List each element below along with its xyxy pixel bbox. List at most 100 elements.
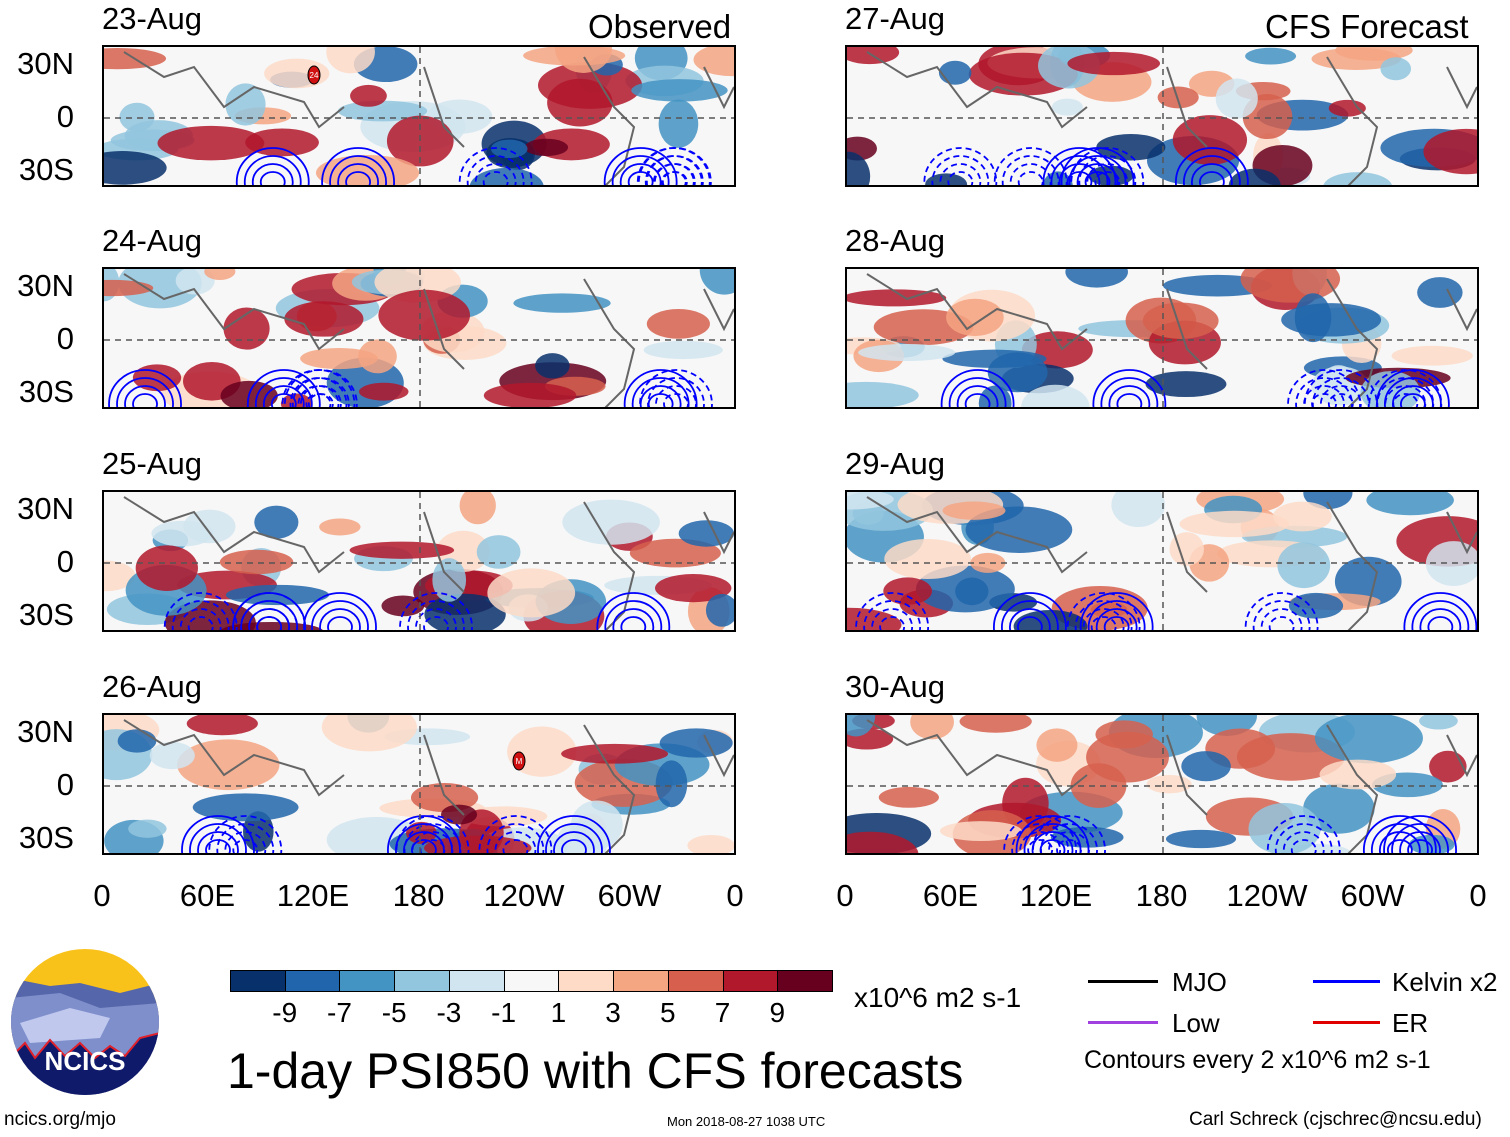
kelvin-contour [639,369,713,407]
kelvin-contour [939,163,982,185]
map-panel [845,713,1479,855]
kelvin-contour [1066,592,1141,630]
longitude-label: 120W [1226,878,1308,913]
colorbar-label: 1 [550,997,567,1028]
latitude-label: 30S [18,374,74,409]
psi-anomaly-blob [1273,501,1332,532]
kelvin-contour [232,592,306,630]
kelvin-contour [879,616,906,630]
kelvin-contour [645,155,704,185]
kelvin-contour [561,839,587,853]
kelvin-contour [855,592,930,630]
coastline [866,51,1477,185]
kelvin-contour [251,163,294,185]
latitude-label: 0 [56,99,74,134]
kelvin-contour [631,377,690,407]
psi-anomaly-blob [175,269,215,295]
kelvin-contour [197,831,239,853]
psi-anomaly-blob [1328,99,1366,117]
longitude-label: 60E [179,878,236,913]
kelvin-contour [636,147,711,185]
kelvin-contour [1282,831,1325,853]
kelvin-contour [653,163,696,185]
kelvin-contour [132,393,158,407]
psi-anomaly-blob [939,821,1022,841]
legend-low: Low [1172,1008,1220,1038]
kelvin-contour [289,377,348,407]
kelvin-contour [187,616,214,630]
psi-anomaly-blob [135,545,198,591]
kelvin-contour [423,616,449,630]
map-panel [845,490,1479,632]
psi-anomaly-blob [655,760,688,808]
psi-anomaly-blob [699,269,734,295]
kelvin-contour [1116,393,1143,407]
footer-url[interactable]: ncics.org/mjo [4,1109,116,1130]
kelvin-contour [232,839,259,853]
psi-anomaly-blob [847,381,919,407]
kelvin-contour [1400,393,1426,407]
panel-date: 30-Aug [845,669,945,704]
kelvin-contour [399,592,473,630]
kelvin-contour [216,823,275,853]
psi-anomaly-blob [883,577,932,605]
kelvin-contour [1086,163,1129,185]
psi-anomaly-blob [1070,763,1127,808]
kelvin-contour [956,385,999,407]
psi-anomaly-blob [386,115,454,167]
kelvin-contour [1108,385,1151,407]
kelvin-contour [1009,608,1051,630]
logo-text: NCICS [45,1046,126,1076]
psi-anomaly-blob [284,301,364,337]
kelvin-contour [254,377,313,407]
kelvin-contour [283,369,358,407]
psi-anomaly-blob [858,343,956,362]
psi-anomaly-blob [1366,492,1454,516]
psi-anomaly-blob [1096,133,1166,161]
kelvin-contour [652,163,695,185]
kelvin-contour [1266,815,1341,853]
kelvin-contour [403,823,462,853]
kelvin-contour [1060,147,1135,185]
kelvin-contour [415,608,457,630]
kelvin-contour [411,831,454,853]
kelvin-contour [663,393,689,407]
psi-anomaly-blob [1429,750,1467,783]
colorbar-swatch [558,970,615,992]
kelvin-contour [171,600,230,630]
psi-anomaly-blob [1288,592,1344,619]
psi-anomaly-blob [1169,532,1204,566]
colorbar-swatch [777,970,833,992]
kelvin-contour [1076,163,1119,185]
kelvin-contour [1386,839,1413,853]
psi-anomaly-blob [186,715,258,736]
colorbar-swatch [667,970,724,992]
kelvin-contour [179,608,222,630]
kelvin-contour [964,393,991,407]
psi-anomaly-blob [1142,302,1219,339]
psi-anomaly-blob [910,715,954,740]
psi-anomaly-blob [1067,51,1161,76]
psi-anomaly-blob [358,339,397,374]
coastline [866,719,1477,853]
colorbar-label: 3 [605,997,621,1028]
kelvin-contour [1370,823,1429,853]
header-observed: Observed [588,8,732,45]
psi-anomaly-blob [646,308,710,339]
psi-anomaly-blob [243,811,274,852]
kelvin-contour [1092,369,1167,407]
legend-er-line [1313,1021,1380,1024]
psi-anomaly-blob [678,520,734,547]
kelvin-contour [248,608,290,630]
storm-marker-icon [512,751,526,771]
kelvin-contour [189,823,247,853]
latitude-label: 30S [18,152,74,187]
psi-anomaly-blob [970,552,1006,573]
colorbar-label: -3 [436,997,462,1028]
psi-anomaly-blob [440,804,478,825]
colorbar-label: -9 [272,997,298,1028]
kelvin-contour [1427,616,1454,630]
psi-anomaly-blob [117,729,157,753]
psi-anomaly-blob [1111,492,1165,528]
header-cfs-forecast: CFS Forecast [1265,8,1469,45]
